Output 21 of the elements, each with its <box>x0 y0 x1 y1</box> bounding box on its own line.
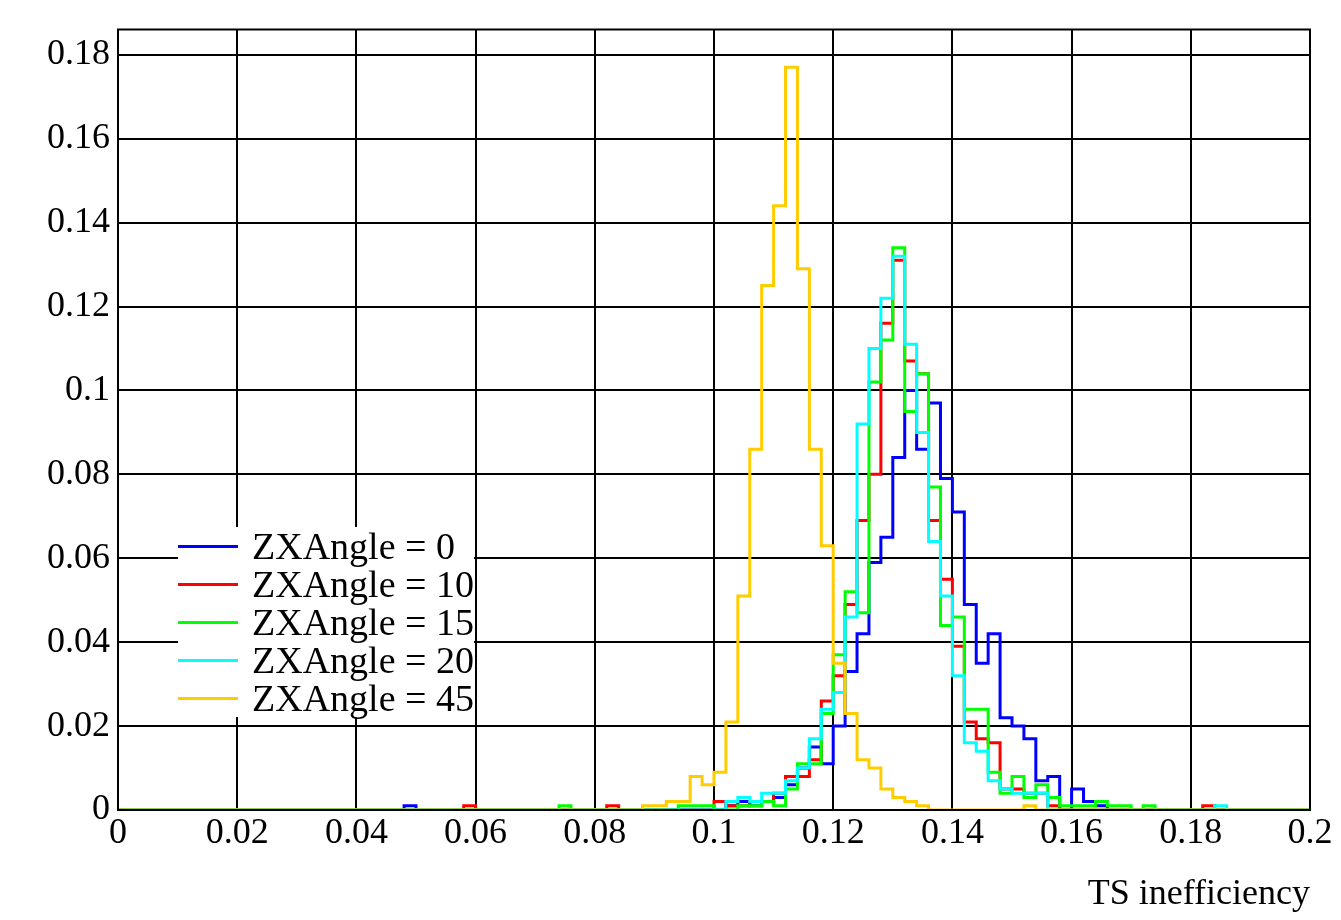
x-tick-label: 0.16 <box>1040 811 1104 852</box>
y-tick-label: 0.16 <box>47 116 110 157</box>
x-tick-label: 0.06 <box>444 811 508 852</box>
y-tick-label: 0.1 <box>65 367 110 408</box>
y-tick-label: 0.06 <box>47 535 110 576</box>
x-tick-label: 0.1 <box>691 811 737 852</box>
y-tick-label: 0.08 <box>47 451 110 492</box>
x-tick-label: 0.2 <box>1287 811 1333 852</box>
x-tick-label: 0.08 <box>563 811 627 852</box>
x-tick-label: 0.12 <box>801 811 865 852</box>
legend-label: ZXAngle = 0 <box>252 525 455 567</box>
x-tick-label: 0.04 <box>324 811 388 852</box>
x-tick-label: 0.14 <box>920 811 984 852</box>
y-tick-label: 0.12 <box>47 283 110 324</box>
y-tick-label: 0.04 <box>47 619 110 660</box>
y-tick-label: 0.18 <box>47 32 110 73</box>
y-tick-label: 0.02 <box>47 703 110 744</box>
x-tick-label: 0.18 <box>1159 811 1223 852</box>
y-tick-label: 0.14 <box>47 200 110 241</box>
x-axis-title: TS inefficiency <box>1087 871 1310 912</box>
x-tick-label: 0.02 <box>205 811 269 852</box>
